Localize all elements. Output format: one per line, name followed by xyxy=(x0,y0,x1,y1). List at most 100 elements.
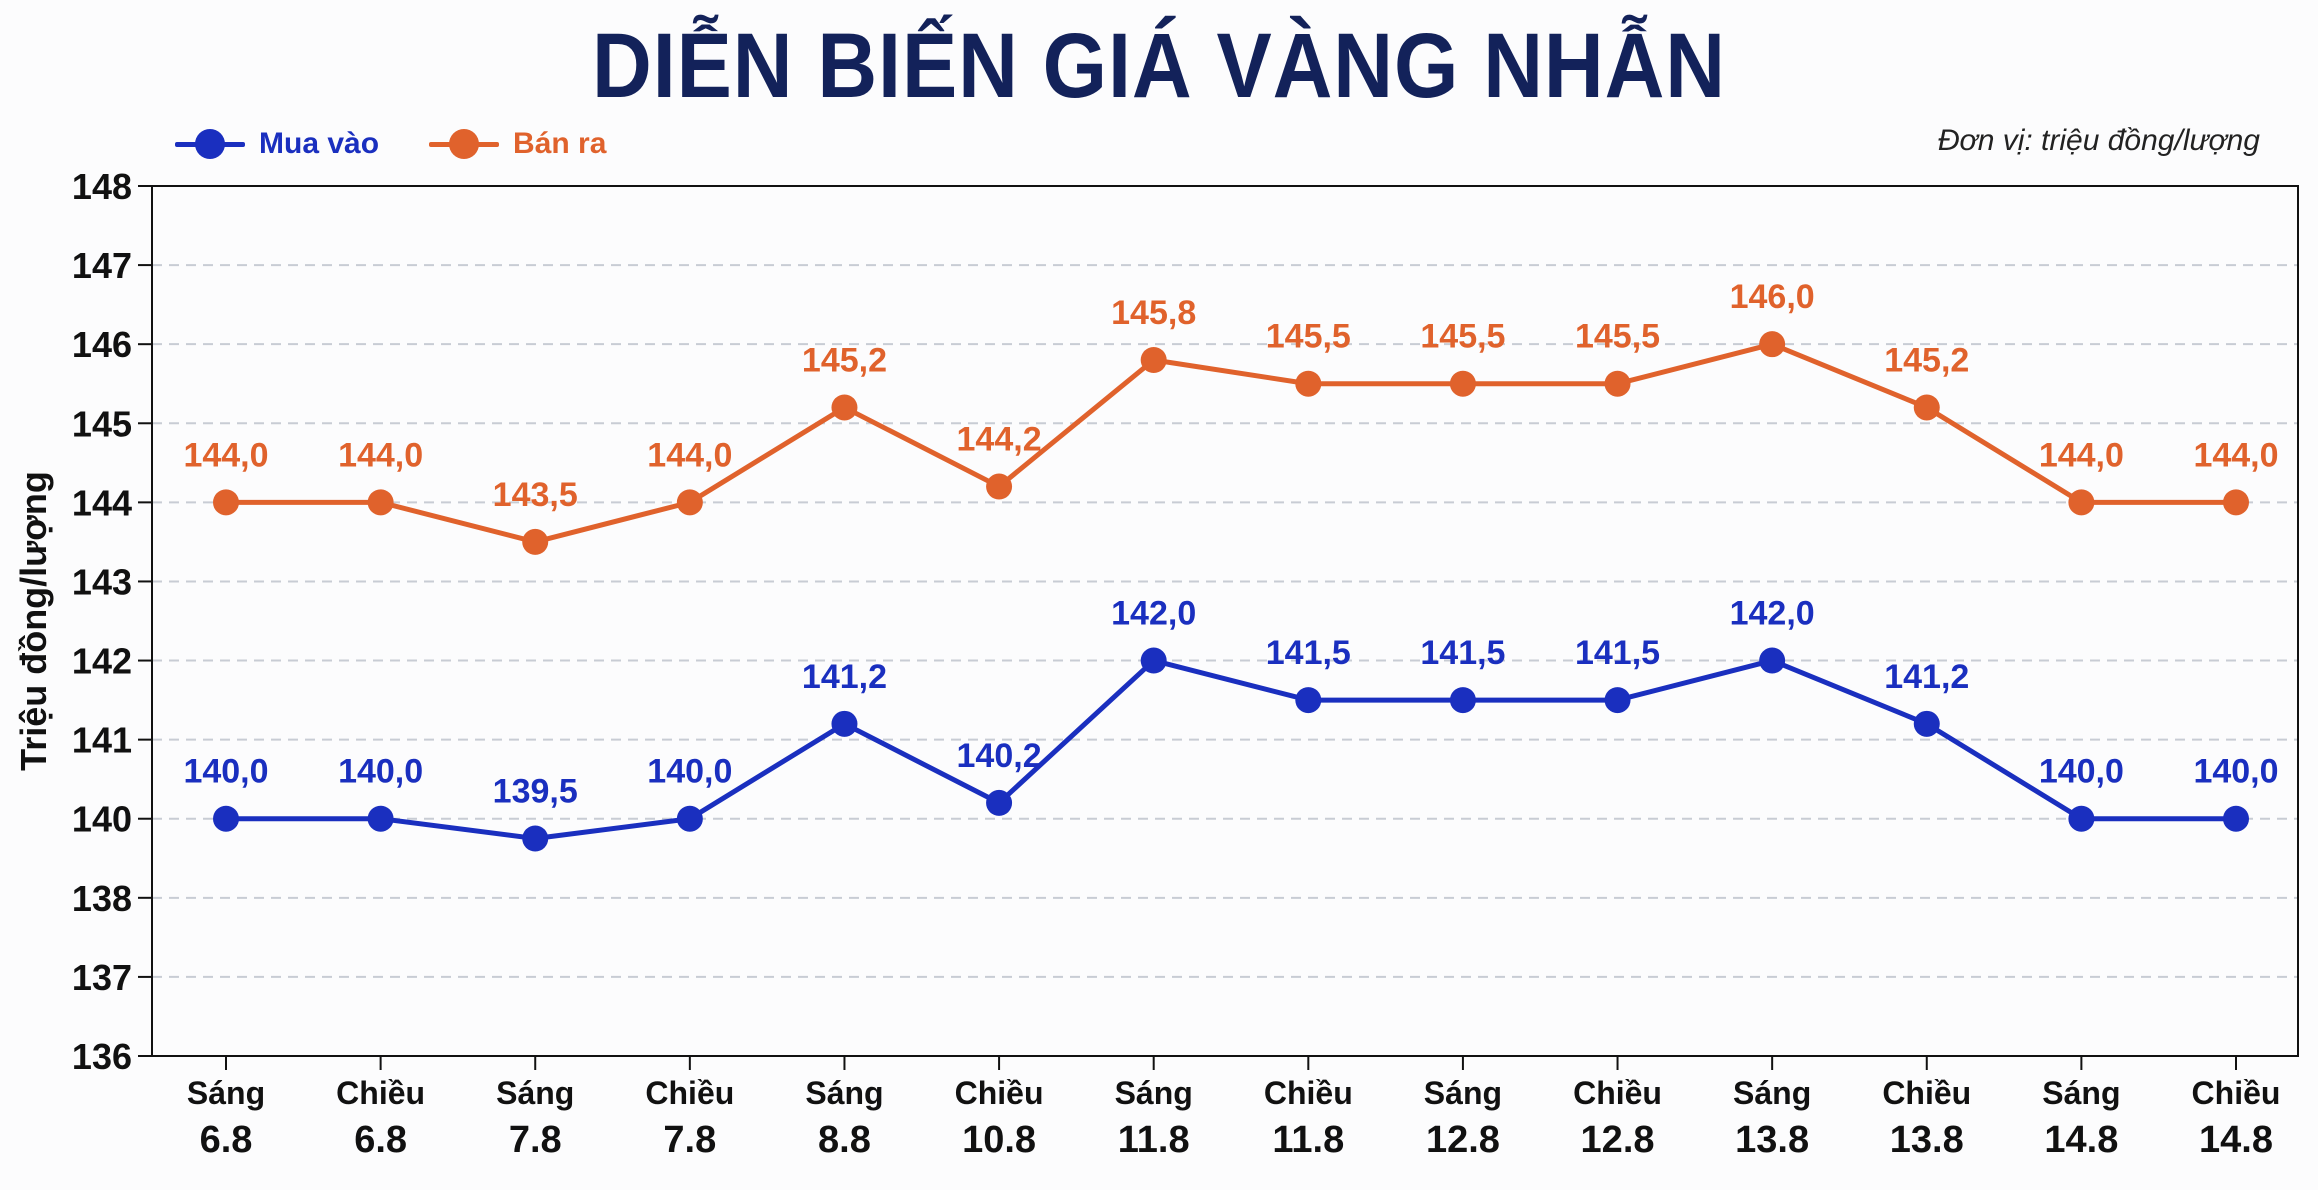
data-label: 144,0 xyxy=(2039,436,2124,474)
data-point xyxy=(2223,489,2249,516)
x-tick-label-session: Chiều xyxy=(645,1075,734,1111)
y-tick-label: 140 xyxy=(72,799,132,840)
data-point xyxy=(522,825,549,852)
x-tick-label-date: 7.8 xyxy=(509,1119,562,1161)
x-tick-label-session: Sáng xyxy=(1115,1075,1193,1111)
x-tick-label-session: Chiều xyxy=(336,1075,425,1111)
data-point xyxy=(2068,805,2095,832)
y-tick-label: 145 xyxy=(72,403,132,444)
data-label: 141,2 xyxy=(1884,658,1969,696)
y-tick-label: 141 xyxy=(72,720,132,761)
data-point xyxy=(1913,394,1940,421)
data-label: 145,5 xyxy=(1575,318,1660,356)
y-tick-label: 147 xyxy=(72,245,132,286)
y-tick-label: 137 xyxy=(72,957,132,998)
data-point xyxy=(1604,370,1631,397)
y-axis-title: Triệu đồng/lượng xyxy=(13,471,54,771)
y-tick-label: 146 xyxy=(72,324,132,365)
data-label: 145,2 xyxy=(1884,341,1969,379)
data-point xyxy=(676,489,703,516)
data-label: 144,0 xyxy=(2193,436,2278,474)
x-tick-label-date: 14.8 xyxy=(2044,1119,2118,1161)
x-tick-label-date: 13.8 xyxy=(1890,1119,1964,1161)
data-label: 140,0 xyxy=(338,753,423,791)
data-label: 140,0 xyxy=(2193,753,2278,791)
x-tick-label-session: Sáng xyxy=(187,1075,265,1111)
data-label: 145,5 xyxy=(1420,318,1505,356)
data-label: 146,0 xyxy=(1730,278,1815,316)
data-label: 142,0 xyxy=(1111,595,1196,633)
x-tick-label-date: 11.8 xyxy=(1272,1119,1344,1161)
data-label: 141,2 xyxy=(802,658,887,696)
data-label: 144,0 xyxy=(647,436,732,474)
x-tick-label-session: Chiều xyxy=(1264,1075,1353,1111)
data-label: 140,0 xyxy=(647,753,732,791)
data-point xyxy=(367,489,394,516)
legend-label-buy: Mua vào xyxy=(259,127,380,160)
x-tick-label-session: Sáng xyxy=(1424,1075,1502,1111)
data-point xyxy=(676,805,703,832)
data-label: 144,2 xyxy=(957,421,1042,459)
data-label: 144,0 xyxy=(338,436,423,474)
data-point xyxy=(213,805,239,832)
data-point xyxy=(2223,805,2249,832)
data-point xyxy=(1295,370,1322,397)
x-tick-label-date: 11.8 xyxy=(1118,1119,1190,1161)
y-tick-label: 144 xyxy=(72,482,132,523)
legend-item-buy: Mua vào xyxy=(175,127,379,161)
x-tick-label-date: 6.8 xyxy=(354,1119,407,1161)
x-tick-label-session: Chiều xyxy=(1882,1075,1971,1111)
data-label: 143,5 xyxy=(493,476,578,514)
legend-item-sell: Bán ra xyxy=(429,127,606,161)
legend-label-sell: Bán ra xyxy=(513,127,607,160)
y-tick-label: 136 xyxy=(72,1036,132,1077)
y-tick-label: 148 xyxy=(72,166,132,207)
data-point xyxy=(522,528,549,555)
data-label: 142,0 xyxy=(1730,595,1815,633)
data-point xyxy=(367,805,394,832)
axis-layer: 148 147 146 145 144 143 142 141 140 138 137 136 Sáng… xyxy=(72,166,2281,1161)
unit-note: Đơn vị: triệu đồng/lượng xyxy=(1937,124,2260,157)
x-tick-label-date: 6.8 xyxy=(200,1119,253,1161)
x-tick-label-session: Sáng xyxy=(2042,1075,2120,1111)
data-point xyxy=(1759,647,1786,674)
x-tick-label-session: Sáng xyxy=(496,1075,574,1111)
data-point xyxy=(213,489,239,516)
x-tick-label-date: 8.8 xyxy=(818,1119,871,1161)
series-line-sell xyxy=(226,341,2236,545)
data-point xyxy=(1140,647,1167,674)
data-point xyxy=(1604,687,1631,714)
x-tick-label-date: 7.8 xyxy=(663,1119,716,1161)
data-point xyxy=(1449,370,1476,397)
data-label: 144,0 xyxy=(183,436,268,474)
x-tick-label-date: 14.8 xyxy=(2199,1119,2273,1161)
data-point xyxy=(831,394,858,421)
data-label: 140,2 xyxy=(957,737,1042,775)
data-point xyxy=(1913,710,1940,737)
data-label: 145,5 xyxy=(1266,318,1351,356)
x-tick-label-session: Sáng xyxy=(805,1075,883,1111)
data-label: 141,5 xyxy=(1420,634,1505,672)
x-tick-label-date: 12.8 xyxy=(1581,1119,1655,1161)
data-point xyxy=(1449,687,1476,714)
plot-frame xyxy=(151,185,2299,1057)
data-point xyxy=(1759,331,1786,358)
data-point xyxy=(1140,347,1167,373)
data-point xyxy=(2068,489,2095,516)
y-tick-label: 143 xyxy=(72,561,132,602)
data-label: 141,5 xyxy=(1266,634,1351,672)
data-label: 139,5 xyxy=(493,773,578,811)
x-tick-label-date: 12.8 xyxy=(1426,1119,1500,1161)
data-point xyxy=(986,473,1013,500)
series-line-buy xyxy=(226,658,2236,841)
data-point xyxy=(831,710,858,737)
legend: Mua vào Bán ra xyxy=(175,122,606,166)
x-tick-label-session: Chiều xyxy=(1573,1075,1662,1111)
data-label: 141,5 xyxy=(1575,634,1660,672)
grid-layer xyxy=(152,264,2298,978)
x-tick-label-session: Chiều xyxy=(955,1075,1044,1111)
y-tick-label: 138 xyxy=(72,878,132,919)
y-tick-label: 142 xyxy=(72,641,132,682)
